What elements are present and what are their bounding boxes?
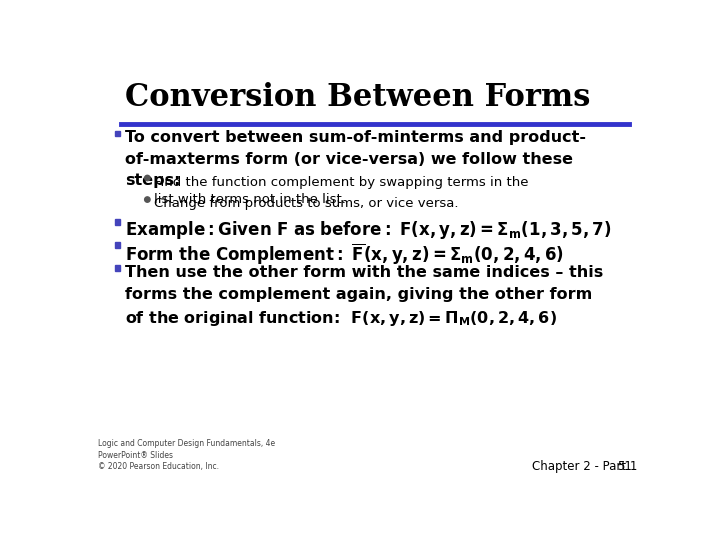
Text: 51: 51 [618, 460, 632, 473]
Text: $\mathbf{Form\ the\ Complement{:}\ \overline{F}(x,y,z)=\Sigma_m(0,2,4,6)}$: $\mathbf{Form\ the\ Complement{:}\ \over… [125, 242, 564, 267]
Circle shape [145, 197, 150, 202]
Bar [114, 219, 120, 225]
Text: Then use the other form with the same indices – this
forms the complement again,: Then use the other form with the same in… [125, 265, 603, 328]
Text: To convert between sum-of-minterms and product-
of-maxterms form (or vice-versa): To convert between sum-of-minterms and p… [125, 130, 586, 188]
Text: Conversion Between Forms: Conversion Between Forms [125, 82, 590, 113]
Bar [114, 265, 120, 271]
Bar [114, 131, 120, 136]
Text: Chapter 2 - Part 1: Chapter 2 - Part 1 [532, 460, 637, 473]
Text: Logic and Computer Design Fundamentals, 4e
PowerPoint® Slides
© 2020 Pearson Edu: Logic and Computer Design Fundamentals, … [98, 439, 275, 471]
Text: Change from products to sums, or vice versa.: Change from products to sums, or vice ve… [154, 197, 459, 210]
Bar [114, 242, 120, 248]
Text: Find the function complement by swapping terms in the
list with terms not in the: Find the function complement by swapping… [154, 176, 528, 206]
Circle shape [145, 176, 150, 181]
Text: $\mathbf{Example{:}Given\ F\ as\ before{:}}$$\ \mathbf{F(x,y,z)=\Sigma_m(1,3,5,7: $\mathbf{Example{:}Given\ F\ as\ before{… [125, 219, 611, 241]
